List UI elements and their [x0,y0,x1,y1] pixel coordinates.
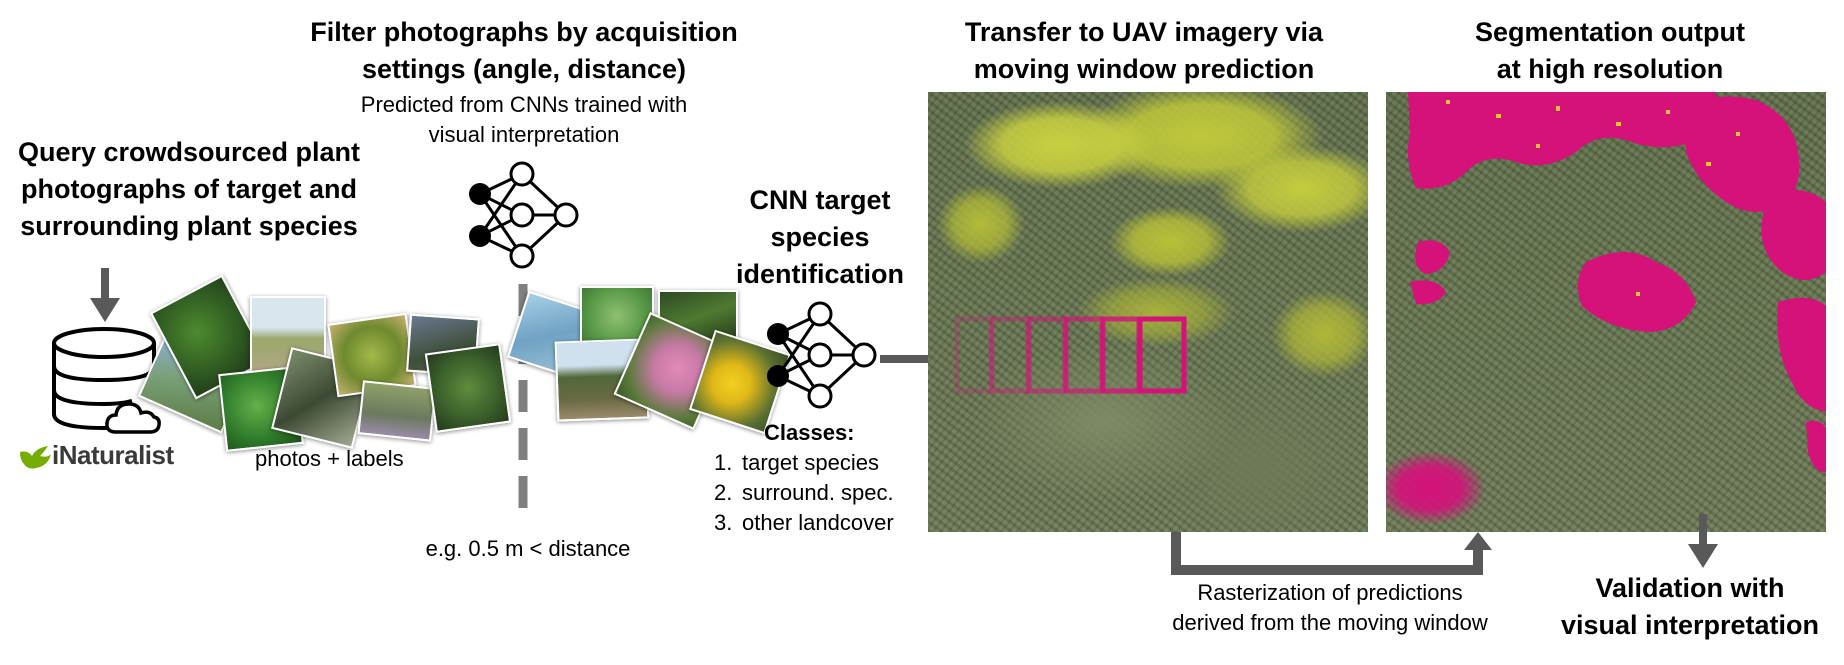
step2-subtitle-line: Predicted from CNNs trained with [360,92,688,117]
step4-title-line: moving window prediction [973,54,1315,84]
uav-image [928,92,1368,532]
rasterization-caption-line: Rasterization of predictions [1197,580,1463,605]
down-arrow-icon [90,268,120,322]
step3-title-line: identification [736,259,904,289]
inaturalist-bird-icon [20,446,51,469]
step3-title: CNN target species identification [730,182,910,293]
step2-subtitle: Predicted from CNNs trained with visual … [324,90,724,150]
class-number: 1. [714,450,733,475]
step1-title-line: photographs of target and [21,174,357,204]
classes-title: Classes: [764,420,855,445]
neural-network-icon [469,161,579,269]
validation-caption-line: Validation with [1595,573,1785,603]
class-text: surround. spec. [742,480,894,505]
rasterization-arrow [1171,532,1492,575]
validation-caption: Validation with visual interpretation [1540,570,1840,644]
down-arrow-icon [1688,514,1718,568]
class-text: other landcover [742,510,894,535]
step5-title-line: at high resolution [1496,54,1724,84]
neural-network-icon [767,301,877,409]
step4-title-line: Transfer to UAV imagery via [964,17,1324,47]
distance-threshold-caption: e.g. 0.5 m < distance [425,536,631,561]
class-item: 3. other landcover [714,508,934,538]
step2-title: Filter photographs by acquisition settin… [294,14,754,88]
step2-subtitle-line: visual interpretation [428,122,620,147]
moving-window-overlay [954,316,1187,394]
plant-photo [357,380,437,442]
rasterization-caption: Rasterization of predictions derived fro… [1140,578,1520,638]
segmentation-mask [1408,92,1826,473]
step1-title-line: surrounding plant species [20,211,358,241]
filter-divider-line [518,284,528,522]
class-number: 3. [714,510,733,535]
step5-title: Segmentation output at high resolution [1390,14,1830,88]
inaturalist-logo-text: iNaturalist [52,440,174,470]
class-number: 2. [714,480,733,505]
validation-caption-line: visual interpretation [1560,610,1820,640]
classes-list: 1. target species 2. surround. spec. 3. oth… [714,448,934,538]
step1-title-line: Query crowdsourced plant [17,137,361,167]
photos-labels-caption: photos + labels [255,446,404,471]
cloud-icon [105,402,161,434]
step1-title: Query crowdsourced plant photographs of … [0,134,378,245]
plant-photo [424,343,512,433]
step3-title-line: species [770,222,870,252]
segmentation-image [1386,92,1826,532]
step4-title: Transfer to UAV imagery via moving windo… [924,14,1364,88]
step2-title-line: settings (angle, distance) [361,54,687,84]
step3-title-line: CNN target [749,185,891,215]
class-item: 2. surround. spec. [714,478,934,508]
rasterization-caption-line: derived from the moving window [1172,610,1488,635]
class-item: 1. target species [714,448,934,478]
step5-title-line: Segmentation output [1475,17,1745,47]
step2-title-line: Filter photographs by acquisition [310,17,738,47]
class-text: target species [742,450,879,475]
